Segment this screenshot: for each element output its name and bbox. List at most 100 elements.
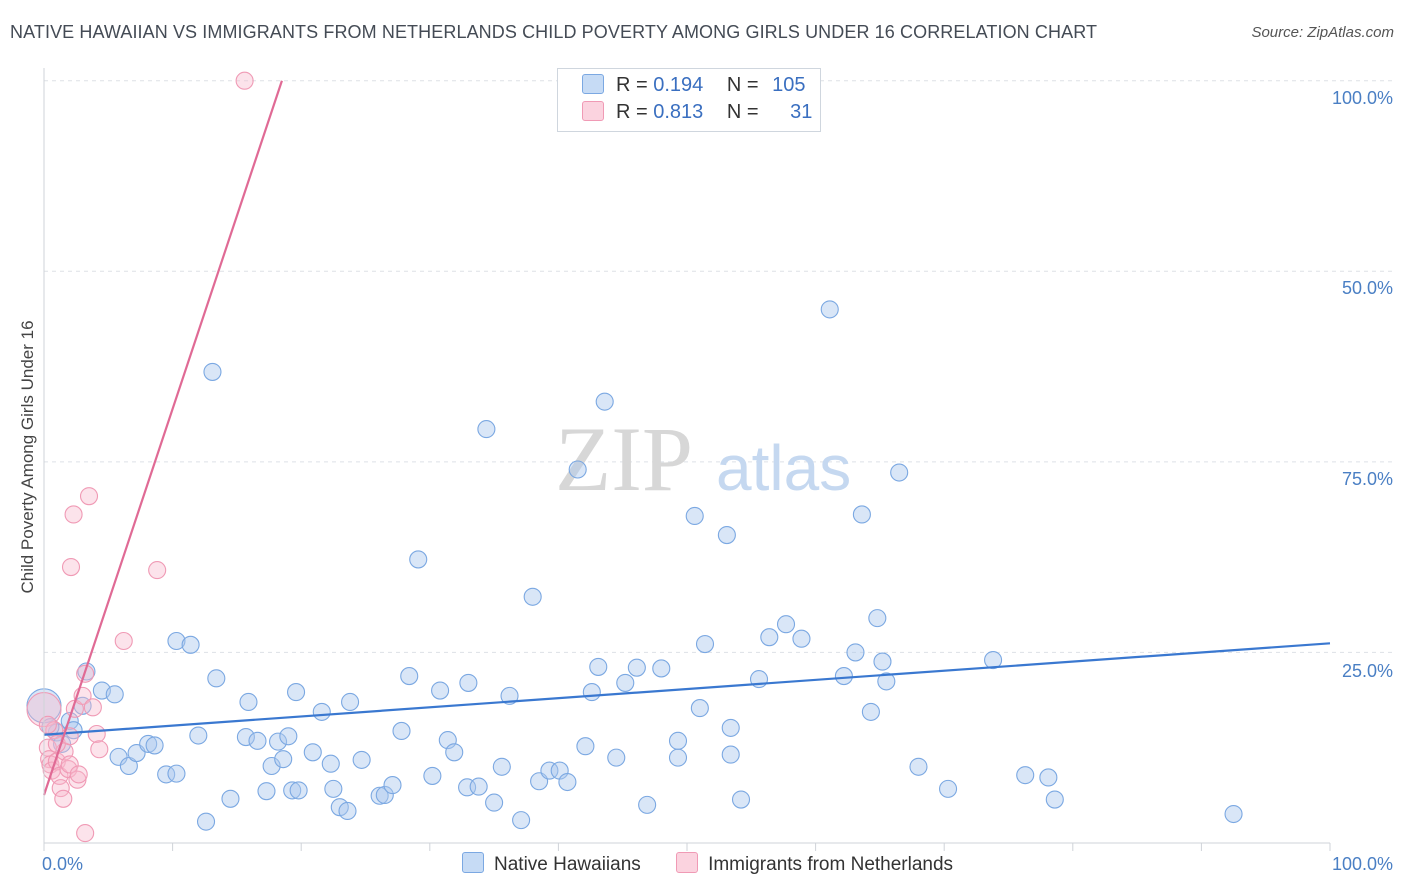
data-point xyxy=(338,801,357,821)
data-point xyxy=(221,789,240,808)
grid xyxy=(44,80,1392,653)
data-point xyxy=(690,699,709,718)
data-point xyxy=(167,764,186,783)
r-value: 0.813 xyxy=(653,101,704,123)
data-point xyxy=(638,795,657,814)
data-point xyxy=(540,761,559,780)
data-point xyxy=(459,673,478,692)
data-point xyxy=(469,777,488,796)
data-point xyxy=(54,789,73,808)
data-point xyxy=(279,727,298,746)
data-point xyxy=(60,755,79,774)
data-point xyxy=(189,726,208,745)
data-point xyxy=(289,781,308,800)
trend-line-native-hawaiians xyxy=(43,642,1331,736)
data-point xyxy=(595,392,614,411)
data-point xyxy=(61,558,81,577)
data-point xyxy=(303,743,322,762)
data-point xyxy=(383,776,402,795)
data-point xyxy=(352,750,371,769)
data-point xyxy=(820,300,839,319)
data-point xyxy=(287,683,306,702)
y-tick-label: 100.0% xyxy=(1332,88,1393,108)
data-point xyxy=(148,561,167,580)
data-point xyxy=(492,757,511,776)
y-tick-label: 25.0% xyxy=(1342,661,1393,681)
data-point xyxy=(523,587,542,606)
data-point xyxy=(145,736,164,755)
data-point xyxy=(668,748,688,767)
data-point xyxy=(341,692,360,712)
trend-lines xyxy=(42,80,1331,796)
data-point xyxy=(834,667,853,686)
data-point xyxy=(87,724,106,744)
data-point xyxy=(760,628,779,647)
r-value: 0.194 xyxy=(653,74,704,96)
data-point xyxy=(283,781,302,800)
data-point xyxy=(984,651,1003,670)
data-point xyxy=(370,786,389,805)
axes xyxy=(43,68,1331,851)
data-point xyxy=(846,643,865,662)
data-point xyxy=(1039,768,1058,787)
data-point xyxy=(248,731,267,750)
legend-swatch xyxy=(462,852,484,873)
data-point xyxy=(717,525,736,545)
legend-label: Native Hawaiians xyxy=(494,854,641,875)
data-point xyxy=(157,765,176,784)
data-point xyxy=(568,460,587,479)
data-point xyxy=(1224,804,1243,824)
data-point xyxy=(685,506,704,526)
data-point xyxy=(324,779,343,798)
data-point xyxy=(721,745,740,764)
data-point xyxy=(392,721,411,740)
legend-label: Immigrants from Netherlands xyxy=(708,854,954,875)
legend-item-immigrants-netherlands: Immigrants from Netherlands xyxy=(676,852,953,876)
data-point xyxy=(409,550,428,569)
data-point xyxy=(269,732,288,751)
data-point xyxy=(274,750,293,769)
watermark-atlas: atlas xyxy=(716,432,851,504)
series-immigrants-netherlands xyxy=(26,71,254,843)
data-point xyxy=(203,362,222,381)
data-point xyxy=(695,634,715,654)
data-point xyxy=(500,686,519,705)
data-point xyxy=(1045,790,1064,809)
data-point xyxy=(431,681,450,700)
data-point xyxy=(576,737,595,756)
data-point xyxy=(939,779,958,798)
legend-item-native-hawaiians: Native Hawaiians xyxy=(462,852,641,876)
data-point xyxy=(512,811,531,830)
data-point xyxy=(776,615,796,634)
data-point xyxy=(477,420,496,439)
legend-swatch xyxy=(582,101,604,121)
correlation-legend: R = 0.194 N = 105 R = 0.813 N = 31 xyxy=(557,68,821,132)
legend-row-native-hawaiians: R = 0.194 N = 105 xyxy=(582,74,806,100)
data-point xyxy=(792,629,811,648)
data-point xyxy=(877,672,896,691)
n-label: N = xyxy=(726,101,759,123)
data-point xyxy=(589,657,608,676)
data-point xyxy=(257,782,276,801)
data-point xyxy=(852,505,871,524)
data-point xyxy=(262,756,281,776)
data-point xyxy=(868,609,887,628)
x-tick-label: 100.0% xyxy=(1332,854,1393,874)
data-point xyxy=(83,698,102,717)
data-point xyxy=(668,731,688,750)
data-point xyxy=(485,793,504,812)
legend-swatch xyxy=(676,852,699,873)
data-point xyxy=(873,652,892,671)
series-legend: Native Hawaiians Immigrants from Netherl… xyxy=(462,852,983,876)
data-point xyxy=(652,659,671,678)
data-point xyxy=(207,669,226,688)
data-point xyxy=(400,667,419,686)
data-point xyxy=(616,673,635,692)
data-point xyxy=(1016,766,1035,785)
y-axis-label: Child Poverty Among Girls Under 16 xyxy=(18,320,37,593)
data-point xyxy=(239,692,258,712)
watermark: ZIP atlas xyxy=(555,408,851,510)
data-point xyxy=(105,685,124,704)
data-point xyxy=(558,772,577,792)
